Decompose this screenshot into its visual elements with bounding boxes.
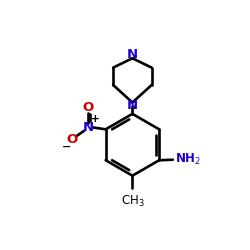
Text: N: N xyxy=(127,48,138,61)
Text: O: O xyxy=(82,101,94,114)
Text: O: O xyxy=(66,133,78,146)
Text: −: − xyxy=(62,142,71,152)
Text: CH$_3$: CH$_3$ xyxy=(120,194,144,209)
Text: N: N xyxy=(82,121,94,134)
Text: NH$_2$: NH$_2$ xyxy=(175,152,201,167)
Text: N: N xyxy=(127,100,138,112)
Text: +: + xyxy=(90,114,99,124)
